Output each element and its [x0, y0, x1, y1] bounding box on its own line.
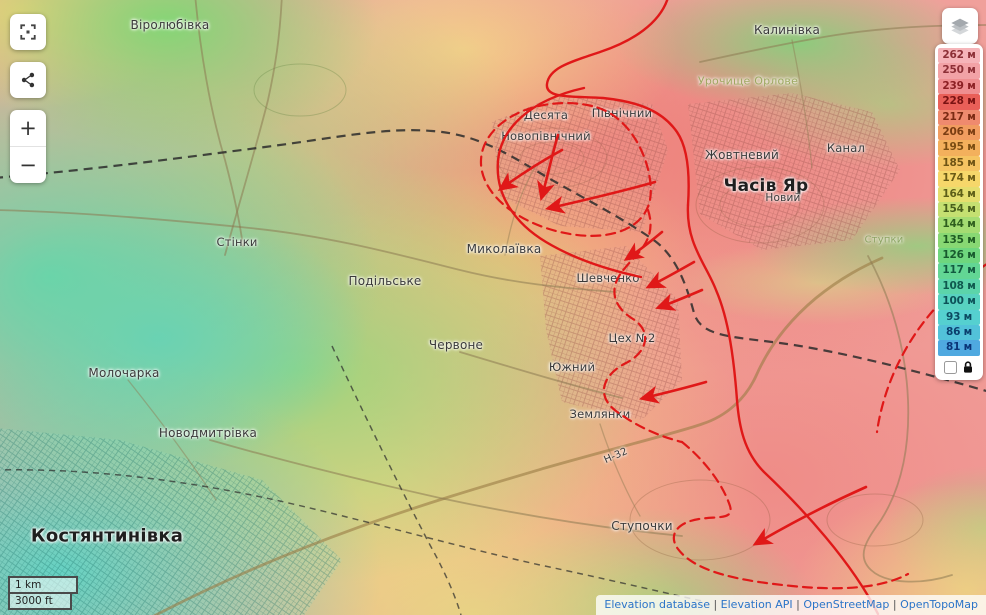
legend-row: 86 м [938, 325, 980, 341]
legend-row: 135 м [938, 232, 980, 249]
legend-row: 100 м [938, 294, 980, 310]
legend-row: 164 м [938, 186, 980, 202]
legend-footer [938, 357, 980, 377]
fullscreen-button[interactable] [10, 14, 46, 50]
scale-control: 1 km 3000 ft [8, 576, 78, 610]
frontline-dashed-lines [479, 102, 986, 590]
elevation-legend: 262 м 250 м 239 м 228 м 217 м 206 м 195 м 185 м… [935, 44, 983, 380]
railways [0, 129, 986, 615]
legend-row: 117 м [938, 263, 980, 279]
scale-ft: 3000 ft [8, 594, 72, 610]
attribution-link[interactable]: Elevation API [720, 598, 793, 611]
legend-row: 144 м [938, 217, 980, 233]
legend-row: 154 м [938, 201, 980, 218]
zoom-in-button[interactable]: + [10, 110, 46, 147]
attribution-link[interactable]: OpenTopoMap [900, 598, 978, 611]
attribution-separator: | [709, 598, 721, 611]
legend-row: 185 м [938, 155, 980, 172]
share-icon [21, 72, 35, 88]
lock-icon[interactable] [962, 361, 974, 374]
scale-km: 1 km [8, 576, 78, 594]
legend-row: 126 м [938, 248, 980, 264]
share-button[interactable] [10, 62, 46, 98]
zoom-control: + − [10, 110, 46, 183]
legend-row: 195 м [938, 140, 980, 156]
attribution-links: Elevation database | Elevation API | Ope… [604, 598, 978, 611]
legend-row: 206 м [938, 124, 980, 141]
layers-icon [951, 18, 969, 35]
elevation-legend-rows: 262 м 250 м 239 м 228 м 217 м 206 м 195 м 185 м… [938, 48, 980, 356]
legend-checkbox[interactable] [944, 361, 957, 375]
legend-row: 108 м [938, 278, 980, 295]
frontline-solid-lines [496, 0, 880, 615]
attribution-separator: | [792, 598, 804, 611]
legend-row: 174 м [938, 171, 980, 187]
legend-row: 262 м [938, 48, 980, 64]
attribution-separator: | [889, 598, 901, 611]
attribution-link[interactable]: OpenStreetMap [803, 598, 890, 611]
attack-arrows [497, 133, 868, 546]
legend-row: 228 м [938, 94, 980, 110]
fullscreen-icon [20, 24, 36, 40]
attribution-link[interactable]: Elevation database [604, 598, 710, 611]
legend-row: 239 м [938, 78, 980, 95]
attribution-bar: Elevation database | Elevation API | Ope… [596, 595, 986, 615]
legend-row: 93 м [938, 309, 980, 326]
legend-row: 81 м [938, 340, 980, 356]
legend-row: 250 м [938, 63, 980, 79]
zoom-out-button[interactable]: − [19, 153, 37, 177]
legend-row: 217 м [938, 109, 980, 125]
layers-button[interactable] [942, 8, 978, 44]
